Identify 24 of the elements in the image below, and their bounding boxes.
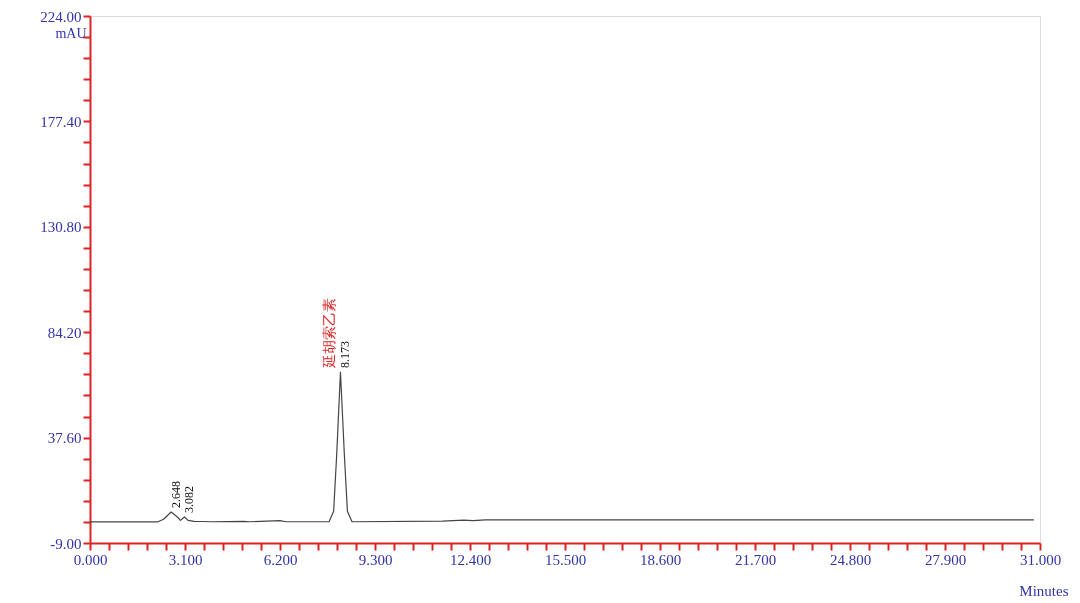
x-tick-label: 0.000 <box>73 551 108 568</box>
y-tick-label: 130.80 <box>40 219 82 236</box>
y-axis-title: mAU <box>55 25 87 41</box>
annotation: 8.173 <box>338 341 353 369</box>
x-tick-label: 27.900 <box>924 551 967 568</box>
x-tick-label: 24.800 <box>829 551 872 568</box>
x-tick-label: 9.300 <box>358 551 393 568</box>
y-tick-label: -9.00 <box>50 535 82 552</box>
x-tick-label: 3.100 <box>168 551 203 568</box>
x-tick-label: 18.600 <box>639 551 682 568</box>
x-tick-label: 15.500 <box>544 551 587 568</box>
annotation: 2.648 <box>169 481 184 509</box>
x-tick-label: 6.200 <box>263 551 298 568</box>
y-tick-label: 224.00 <box>40 8 82 25</box>
line-series <box>90 371 1035 523</box>
x-tick-label: 31.000 <box>1019 551 1062 568</box>
x-tick-label: 12.400 <box>449 551 492 568</box>
annotation: 3.082 <box>182 485 197 513</box>
y-tick-label: 84.20 <box>47 324 82 341</box>
y-tick-label: 177.40 <box>40 113 82 130</box>
annotation: 延胡索乙素 <box>322 298 338 370</box>
x-tick-label: 21.700 <box>734 551 777 568</box>
x-axis-title: Minutes <box>1019 582 1069 599</box>
y-tick-label: 37.60 <box>47 430 82 447</box>
